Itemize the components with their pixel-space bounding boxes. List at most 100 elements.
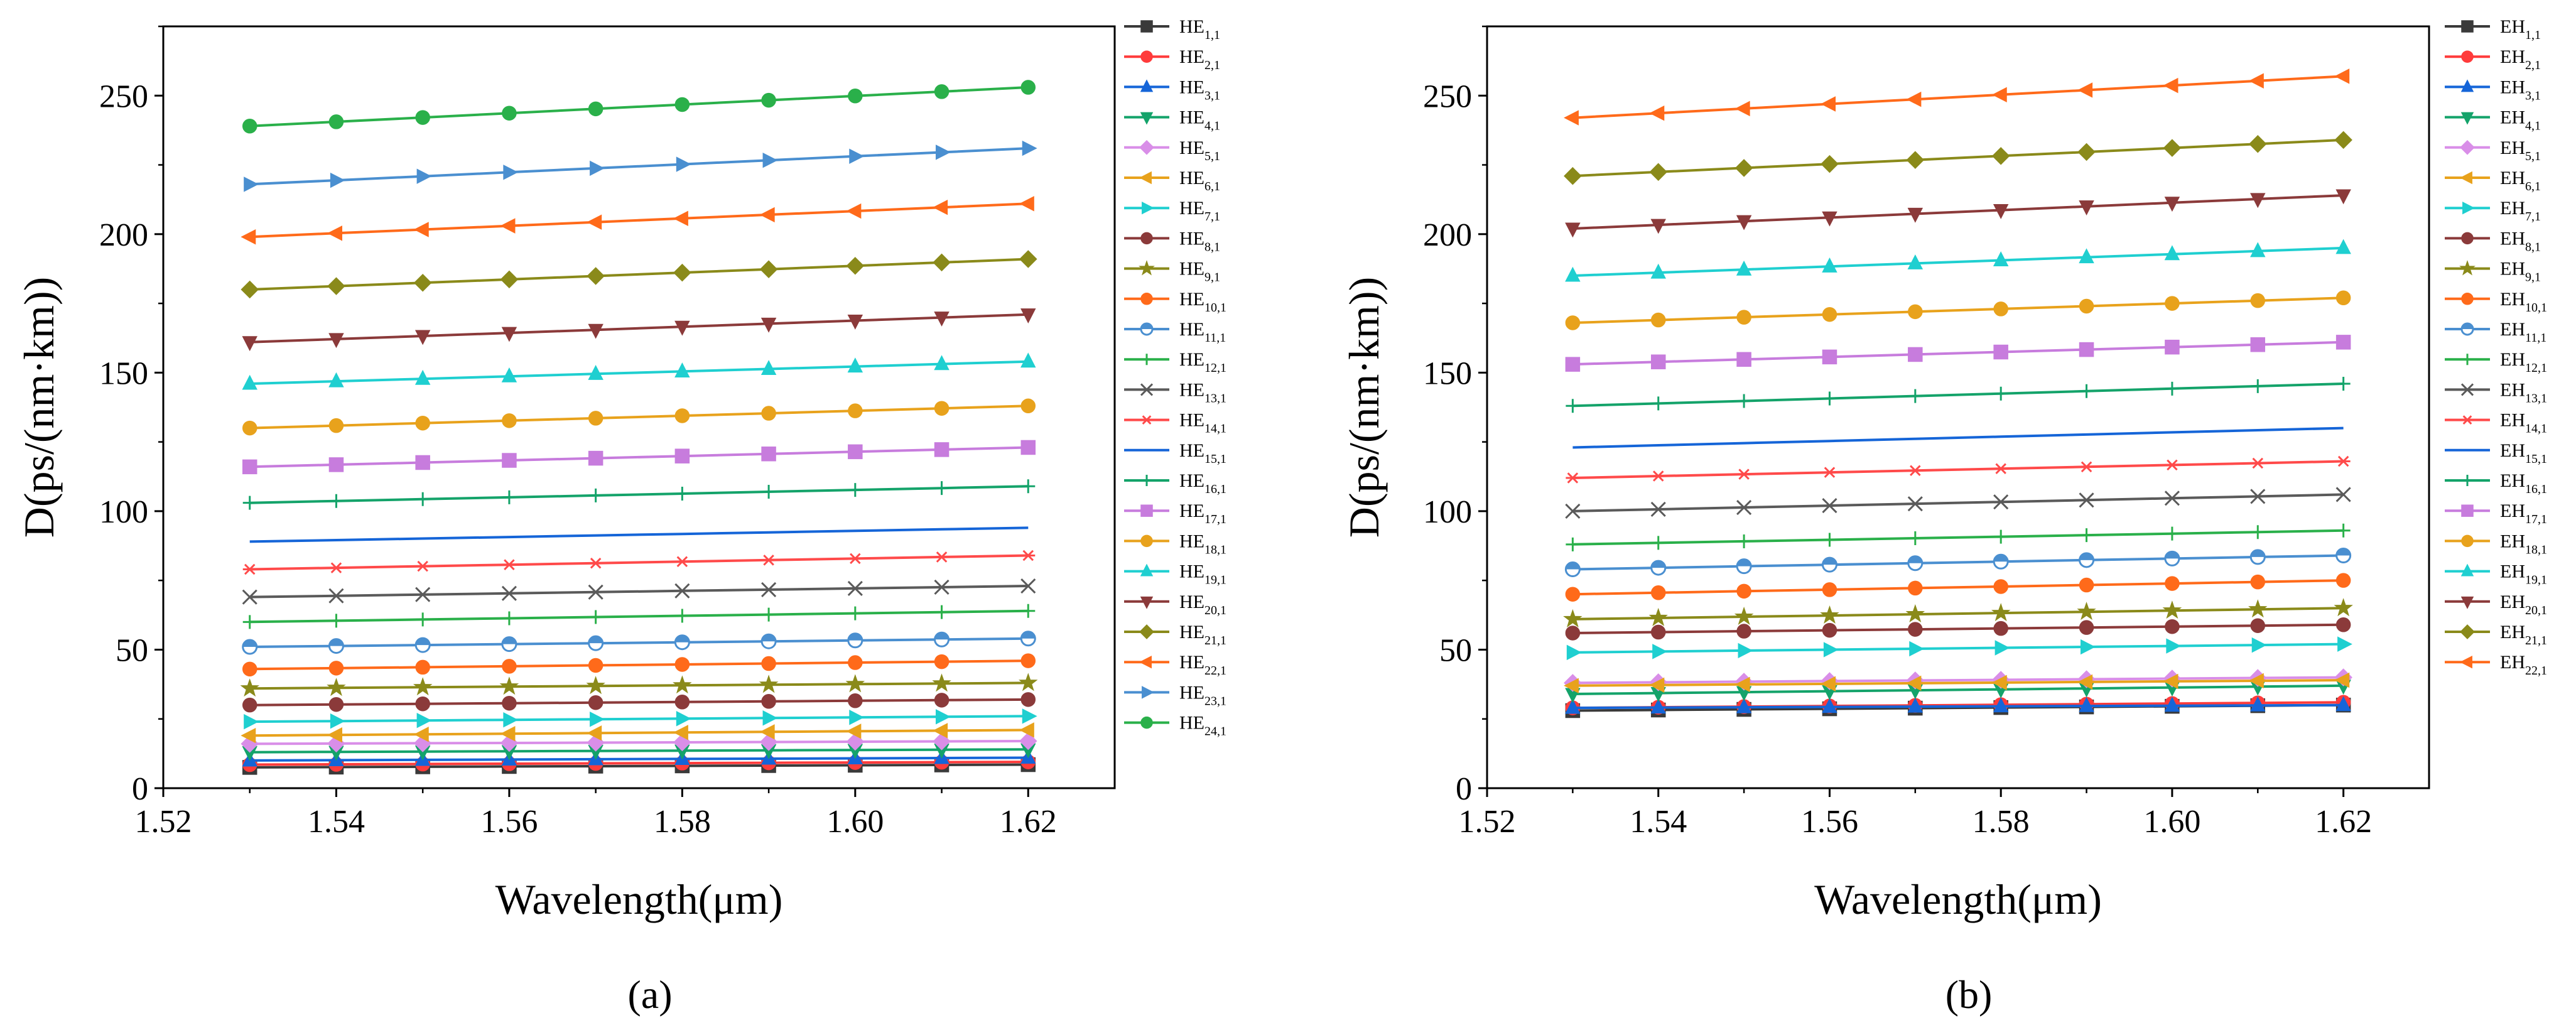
data-point <box>2334 131 2352 149</box>
data-point <box>2248 673 2264 689</box>
data-point <box>588 584 603 600</box>
data-point <box>242 661 257 677</box>
data-point <box>1736 352 1751 367</box>
data-point <box>588 365 603 380</box>
data-point <box>328 333 344 349</box>
series-eh-13-1 <box>1565 487 2351 519</box>
data-point <box>1908 531 1922 546</box>
data-point <box>2335 335 2351 350</box>
legend-label: EH20,1 <box>2500 592 2547 617</box>
data-point <box>240 678 259 697</box>
legend-label: EH19,1 <box>2500 561 2547 587</box>
data-point <box>1564 678 1579 694</box>
series-line <box>249 585 1029 599</box>
series-line <box>249 360 1029 385</box>
data-point <box>1991 675 2007 691</box>
data-point <box>2336 377 2351 391</box>
legend-entry: HE17,1 <box>1124 501 1226 526</box>
legend-label: HE12,1 <box>1179 349 1226 375</box>
legend-entry: EH6,1 <box>2445 168 2541 193</box>
data-point <box>1908 465 1922 476</box>
data-point <box>2079 620 2094 635</box>
data-point <box>1736 499 1752 516</box>
data-point <box>1565 626 1581 641</box>
legend-label: HE22,1 <box>1179 652 1226 678</box>
legend-marker <box>2461 534 2474 548</box>
data-point <box>328 114 344 129</box>
legend-entry: HE1,1 <box>1124 16 1220 42</box>
data-point <box>1822 467 1837 478</box>
data-point <box>2164 245 2180 261</box>
data-point <box>500 270 519 289</box>
series-eh-14-1 <box>1566 455 2351 484</box>
data-point <box>759 724 775 740</box>
legend-entry: HE9,1 <box>1124 259 1220 284</box>
data-point <box>242 563 257 575</box>
legend-entry: EH4,1 <box>2445 107 2541 133</box>
series-line <box>1572 493 2344 512</box>
data-point <box>675 486 690 501</box>
data-point <box>1022 140 1037 156</box>
data-point <box>2077 602 2096 620</box>
series-line <box>1572 642 2344 654</box>
data-point <box>847 314 863 330</box>
data-point <box>848 655 863 670</box>
legend-marker <box>1140 20 1153 33</box>
data-point <box>1564 110 1579 126</box>
legend-marker <box>1140 232 1153 245</box>
data-point <box>1021 550 1036 561</box>
series-eh-10-1 <box>1565 573 2351 602</box>
data-point <box>241 280 259 299</box>
legend-label: EH1,1 <box>2500 16 2541 42</box>
data-point <box>587 725 602 741</box>
data-point <box>2079 696 2094 712</box>
data-point <box>328 457 344 472</box>
data-point <box>416 712 432 729</box>
data-point <box>328 661 344 676</box>
data-point <box>1652 644 1668 659</box>
series-line <box>249 698 1029 707</box>
data-point <box>1021 604 1036 618</box>
data-point <box>1908 622 1923 637</box>
data-point <box>242 374 257 390</box>
data-point <box>934 481 949 496</box>
legend-marker <box>2460 563 2474 577</box>
legend-entry: EH20,1 <box>2445 592 2547 617</box>
legend-marker <box>2460 171 2472 185</box>
data-point <box>762 152 778 168</box>
data-point <box>848 693 863 708</box>
legend-marker <box>2460 112 2474 125</box>
data-point <box>1649 677 1665 693</box>
data-point <box>2163 77 2178 94</box>
data-point <box>502 559 516 570</box>
series-he-10-1 <box>242 653 1036 677</box>
data-point <box>502 695 517 711</box>
legend-label: HE6,1 <box>1179 168 1220 193</box>
series-line <box>249 404 1029 430</box>
legend-entry: EH1,1 <box>2445 16 2541 42</box>
data-point <box>1650 219 1666 234</box>
data-point <box>502 490 516 504</box>
data-point <box>2250 574 2266 590</box>
series-line <box>1572 607 2344 620</box>
data-point <box>849 710 865 725</box>
legend-label: EH22,1 <box>2500 652 2547 678</box>
series-line <box>1572 75 2344 119</box>
data-point <box>2251 637 2267 653</box>
series-he-21-1 <box>241 250 1037 299</box>
data-point <box>934 693 950 708</box>
legend-label: EH10,1 <box>2500 289 2547 315</box>
data-point <box>2248 599 2268 618</box>
data-point <box>2165 339 2180 355</box>
data-point <box>241 727 256 744</box>
legend-marker <box>2461 20 2474 33</box>
series-he-8-1 <box>242 692 1036 713</box>
data-point <box>2079 492 2094 508</box>
data-point <box>761 582 777 597</box>
data-point <box>499 676 519 695</box>
data-point <box>587 214 602 230</box>
legend-label: HE14,1 <box>1179 410 1226 436</box>
legend-entry: HE14,1 <box>1124 410 1226 436</box>
data-point <box>414 637 431 653</box>
legend-label: EH4,1 <box>2500 107 2541 133</box>
